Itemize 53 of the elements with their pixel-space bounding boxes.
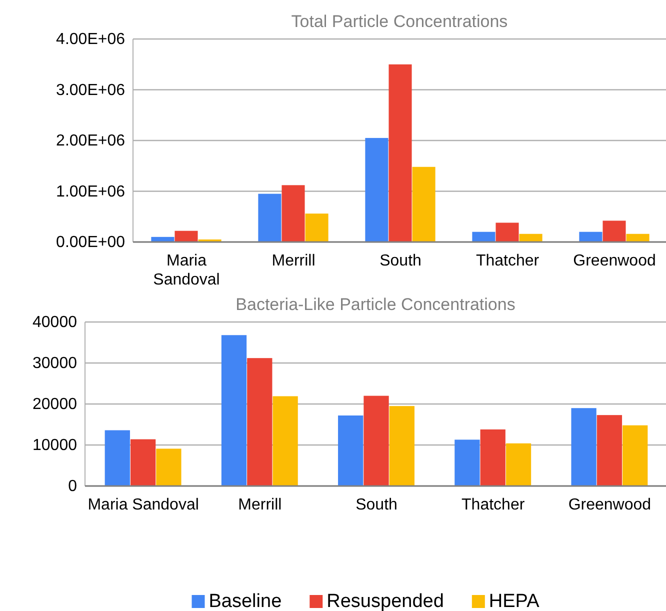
x-tick-label: Thatcher xyxy=(476,252,540,270)
bar xyxy=(247,358,272,486)
bar xyxy=(104,430,130,486)
bar xyxy=(412,166,436,242)
x-tick-label: Greenwood xyxy=(568,496,652,514)
x-tick-label: Merrill xyxy=(272,252,316,270)
y-tick-label: 10000 xyxy=(32,437,78,454)
legend-label: Resuspended xyxy=(326,591,444,611)
bar xyxy=(579,232,602,242)
y-tick-label: 30000 xyxy=(32,355,78,372)
bar xyxy=(496,222,519,242)
bar xyxy=(272,396,298,486)
y-tick-label: 4.00E+06 xyxy=(56,31,126,48)
bar xyxy=(519,234,542,242)
bar xyxy=(174,230,198,242)
bar xyxy=(389,406,414,486)
bar xyxy=(626,234,650,242)
bar xyxy=(480,429,506,486)
bar xyxy=(388,64,412,242)
bar xyxy=(221,335,247,486)
x-tick-label: Maria Sandoval xyxy=(153,252,220,289)
chart-title: Total Particle Concentrations xyxy=(291,12,508,31)
y-tick-label: 0 xyxy=(68,478,78,496)
y-tick-label: 2.00E+06 xyxy=(56,132,126,150)
bar xyxy=(602,220,626,242)
x-tick-label: Thatcher xyxy=(462,496,526,514)
x-tick-label: South xyxy=(380,252,422,270)
bar xyxy=(364,396,389,486)
x-tick-label: Maria Sandoval xyxy=(88,496,199,514)
x-tick-label: South xyxy=(356,496,398,514)
bar xyxy=(596,415,622,486)
y-tick-label: 40000 xyxy=(32,314,78,332)
legend-label: Baseline xyxy=(208,591,282,611)
bar xyxy=(365,138,388,242)
x-tick-label: Greenwood xyxy=(573,252,656,270)
bar xyxy=(258,194,282,242)
bar xyxy=(305,214,328,242)
bar xyxy=(454,440,480,486)
chart-title: Bacteria-Like Particle Concentrations xyxy=(236,295,516,314)
y-tick-label: 20000 xyxy=(32,396,78,414)
bar xyxy=(282,185,305,242)
y-tick-label: 1.00E+06 xyxy=(56,183,126,200)
y-tick-label: 3.00E+06 xyxy=(56,82,126,99)
legend-label: HEPA xyxy=(488,591,540,611)
bar xyxy=(130,439,156,486)
bar xyxy=(156,448,182,486)
bar xyxy=(472,232,496,242)
bar xyxy=(622,425,648,486)
y-tick-label: 0.00E+00 xyxy=(56,234,126,252)
bar xyxy=(506,443,532,486)
bar xyxy=(571,408,596,486)
x-tick-label: Merrill xyxy=(238,496,282,514)
bar xyxy=(338,415,364,486)
